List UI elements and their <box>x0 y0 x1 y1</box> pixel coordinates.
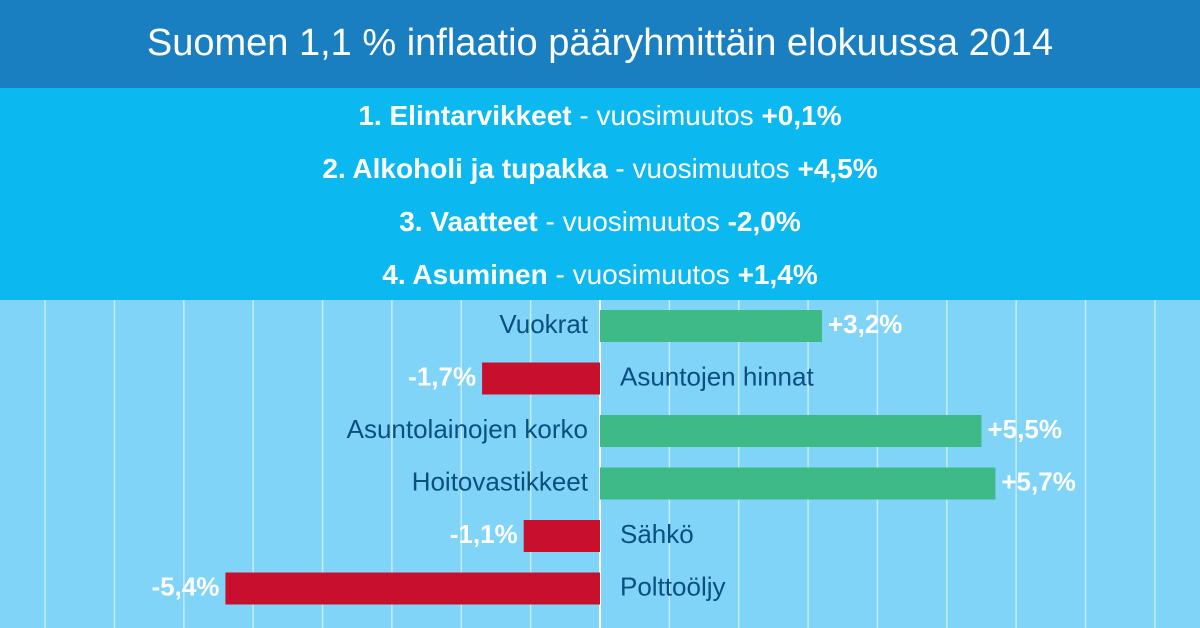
group-change: +0,1% <box>761 100 841 131</box>
value-label: +5,5% <box>988 414 1062 444</box>
category-label: Asuntolainojen korko <box>347 414 588 444</box>
group-line: 2. Alkoholi ja tupakka - vuosimuutos +4,… <box>322 153 877 184</box>
group-change: +1,4% <box>738 259 818 290</box>
value-label: -1,1% <box>450 519 518 549</box>
group-change: +4,5% <box>797 153 877 184</box>
value-label: -5,4% <box>152 571 220 601</box>
category-label: Polttoöljy <box>620 571 726 601</box>
group-label: - vuosimuutos <box>555 259 729 290</box>
group-line: 1. Elintarvikkeet - vuosimuutos +0,1% <box>358 100 841 131</box>
group-name: 2. Alkoholi ja tupakka <box>322 153 608 184</box>
group-line: 3. Vaatteet - vuosimuutos -2,0% <box>399 206 801 237</box>
bar <box>482 362 600 395</box>
group-label: - vuosimuutos <box>615 153 789 184</box>
category-label: Vuokrat <box>499 309 588 339</box>
value-label: +5,7% <box>1001 466 1075 496</box>
bar <box>600 415 982 447</box>
groups-band <box>0 88 1200 300</box>
bar <box>600 310 822 342</box>
group-change: -2,0% <box>728 206 801 237</box>
category-label: Sähkö <box>620 519 694 549</box>
bar <box>225 572 600 605</box>
value-label: -1,7% <box>408 361 476 391</box>
group-name: 1. Elintarvikkeet <box>358 100 571 131</box>
category-label: Hoitovastikkeet <box>412 466 589 496</box>
group-line: 4. Asuminen - vuosimuutos +1,4% <box>382 259 818 290</box>
title: Suomen 1,1 % inflaatio pääryhmittäin elo… <box>147 22 1053 64</box>
bar <box>523 520 600 552</box>
value-label: +3,2% <box>828 309 902 339</box>
group-name: 4. Asuminen <box>382 259 547 290</box>
title-band <box>0 0 1200 88</box>
group-name: 3. Vaatteet <box>399 206 538 237</box>
bar <box>600 467 996 500</box>
group-label: - vuosimuutos <box>546 206 720 237</box>
category-label: Asuntojen hinnat <box>620 361 814 391</box>
group-label: - vuosimuutos <box>579 100 753 131</box>
